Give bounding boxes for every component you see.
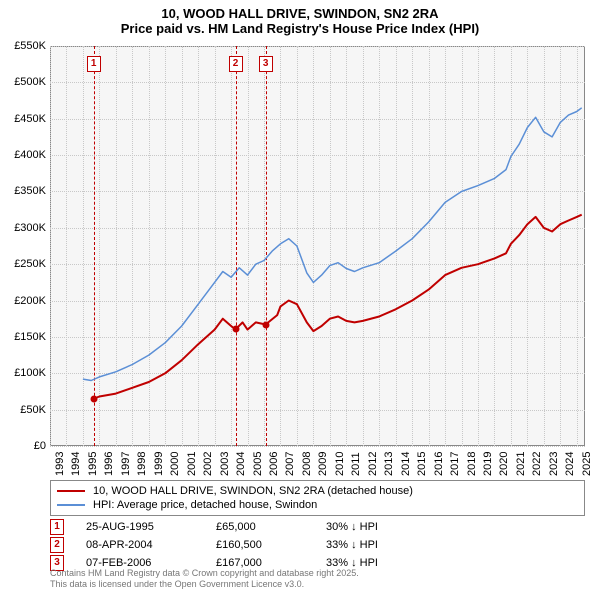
x-tick-label: 2011: [350, 452, 362, 476]
y-tick-label: £50K: [4, 404, 46, 416]
x-tick-label: 1994: [70, 452, 82, 476]
y-tick-label: £100K: [4, 367, 46, 379]
page: 10, WOOD HALL DRIVE, SWINDON, SN2 2RA Pr…: [0, 0, 600, 590]
x-tick-label: 2004: [235, 452, 247, 476]
table-row: 2 08-APR-2004 £160,500 33% ↓ HPI: [50, 536, 436, 554]
legend-row-hpi: HPI: Average price, detached house, Swin…: [57, 498, 578, 512]
footer-line-1: Contains HM Land Registry data © Crown c…: [50, 568, 359, 578]
sale-date-2: 08-APR-2004: [86, 539, 216, 551]
sale-dot-3: [262, 321, 269, 328]
y-tick-label: £500K: [4, 76, 46, 88]
sale-price-3: £167,000: [216, 557, 326, 569]
x-tick-label: 2025: [581, 452, 593, 476]
sale-pct-2: 33% ↓ HPI: [326, 539, 436, 551]
sale-date-1: 25-AUG-1995: [86, 521, 216, 533]
x-tick-label: 2002: [202, 452, 214, 476]
sale-date-3: 07-FEB-2006: [86, 557, 216, 569]
x-tick-label: 2007: [284, 452, 296, 476]
x-tick-label: 1993: [54, 452, 66, 476]
table-row: 1 25-AUG-1995 £65,000 30% ↓ HPI: [50, 518, 436, 536]
title-line-1: 10, WOOD HALL DRIVE, SWINDON, SN2 2RA: [0, 6, 600, 21]
x-tick-label: 2014: [400, 452, 412, 476]
x-tick-label: 1997: [120, 452, 132, 476]
sale-price-1: £65,000: [216, 521, 326, 533]
x-tick-label: 2017: [449, 452, 461, 476]
x-tick-label: 2008: [301, 452, 313, 476]
sale-marker-3: 3: [259, 56, 273, 72]
x-tick-label: 2015: [416, 452, 428, 476]
legend-swatch-hpi: [57, 504, 85, 506]
x-tick-label: 1996: [103, 452, 115, 476]
title-line-2: Price paid vs. HM Land Registry's House …: [0, 21, 600, 36]
x-tick-label: 1999: [153, 452, 165, 476]
x-tick-label: 2003: [219, 452, 231, 476]
sale-marker-1: 1: [87, 56, 101, 72]
y-tick-label: £450K: [4, 113, 46, 125]
x-tick-label: 2012: [367, 452, 379, 476]
y-tick-label: £200K: [4, 295, 46, 307]
y-tick-label: £550K: [4, 40, 46, 52]
legend-label-hpi: HPI: Average price, detached house, Swin…: [93, 499, 317, 511]
y-tick-label: £150K: [4, 331, 46, 343]
x-tick-label: 2000: [169, 452, 181, 476]
sale-dot-1: [90, 395, 97, 402]
legend-label-price-paid: 10, WOOD HALL DRIVE, SWINDON, SN2 2RA (d…: [93, 485, 413, 497]
x-tick-label: 2021: [515, 452, 527, 476]
legend-row-price-paid: 10, WOOD HALL DRIVE, SWINDON, SN2 2RA (d…: [57, 484, 578, 498]
sale-price-2: £160,500: [216, 539, 326, 551]
title-block: 10, WOOD HALL DRIVE, SWINDON, SN2 2RA Pr…: [0, 0, 600, 36]
sale-pct-1: 30% ↓ HPI: [326, 521, 436, 533]
x-tick-label: 2019: [482, 452, 494, 476]
x-tick-label: 2016: [433, 452, 445, 476]
x-tick-label: 2005: [252, 452, 264, 476]
x-tick-label: 2006: [268, 452, 280, 476]
chart-area: 1 23: [50, 46, 585, 446]
x-tick-label: 2022: [531, 452, 543, 476]
x-tick-label: 1998: [136, 452, 148, 476]
sale-num-1: 1: [50, 519, 64, 535]
legend-swatch-price-paid: [57, 490, 85, 492]
footer-line-2: This data is licensed under the Open Gov…: [50, 579, 359, 589]
price-paid-line: [94, 215, 582, 399]
y-tick-label: £400K: [4, 149, 46, 161]
legend: 10, WOOD HALL DRIVE, SWINDON, SN2 2RA (d…: [50, 480, 585, 516]
x-tick-label: 2024: [564, 452, 576, 476]
y-tick-label: £350K: [4, 185, 46, 197]
y-tick-label: £300K: [4, 222, 46, 234]
sale-pct-3: 33% ↓ HPI: [326, 557, 436, 569]
x-tick-label: 2001: [186, 452, 198, 476]
sales-table: 1 25-AUG-1995 £65,000 30% ↓ HPI 2 08-APR…: [50, 518, 436, 572]
sale-num-2: 2: [50, 537, 64, 553]
hpi-line: [83, 108, 582, 381]
x-tick-label: 2018: [466, 452, 478, 476]
x-tick-label: 2010: [334, 452, 346, 476]
chart-lines: [50, 46, 585, 446]
footer: Contains HM Land Registry data © Crown c…: [50, 568, 359, 589]
sale-marker-2: 2: [229, 56, 243, 72]
y-tick-label: £0: [4, 440, 46, 452]
y-tick-label: £250K: [4, 258, 46, 270]
x-tick-label: 2020: [498, 452, 510, 476]
x-tick-label: 2023: [548, 452, 560, 476]
x-tick-label: 1995: [87, 452, 99, 476]
x-tick-label: 2013: [383, 452, 395, 476]
sale-dot-2: [232, 326, 239, 333]
x-tick-label: 2009: [317, 452, 329, 476]
